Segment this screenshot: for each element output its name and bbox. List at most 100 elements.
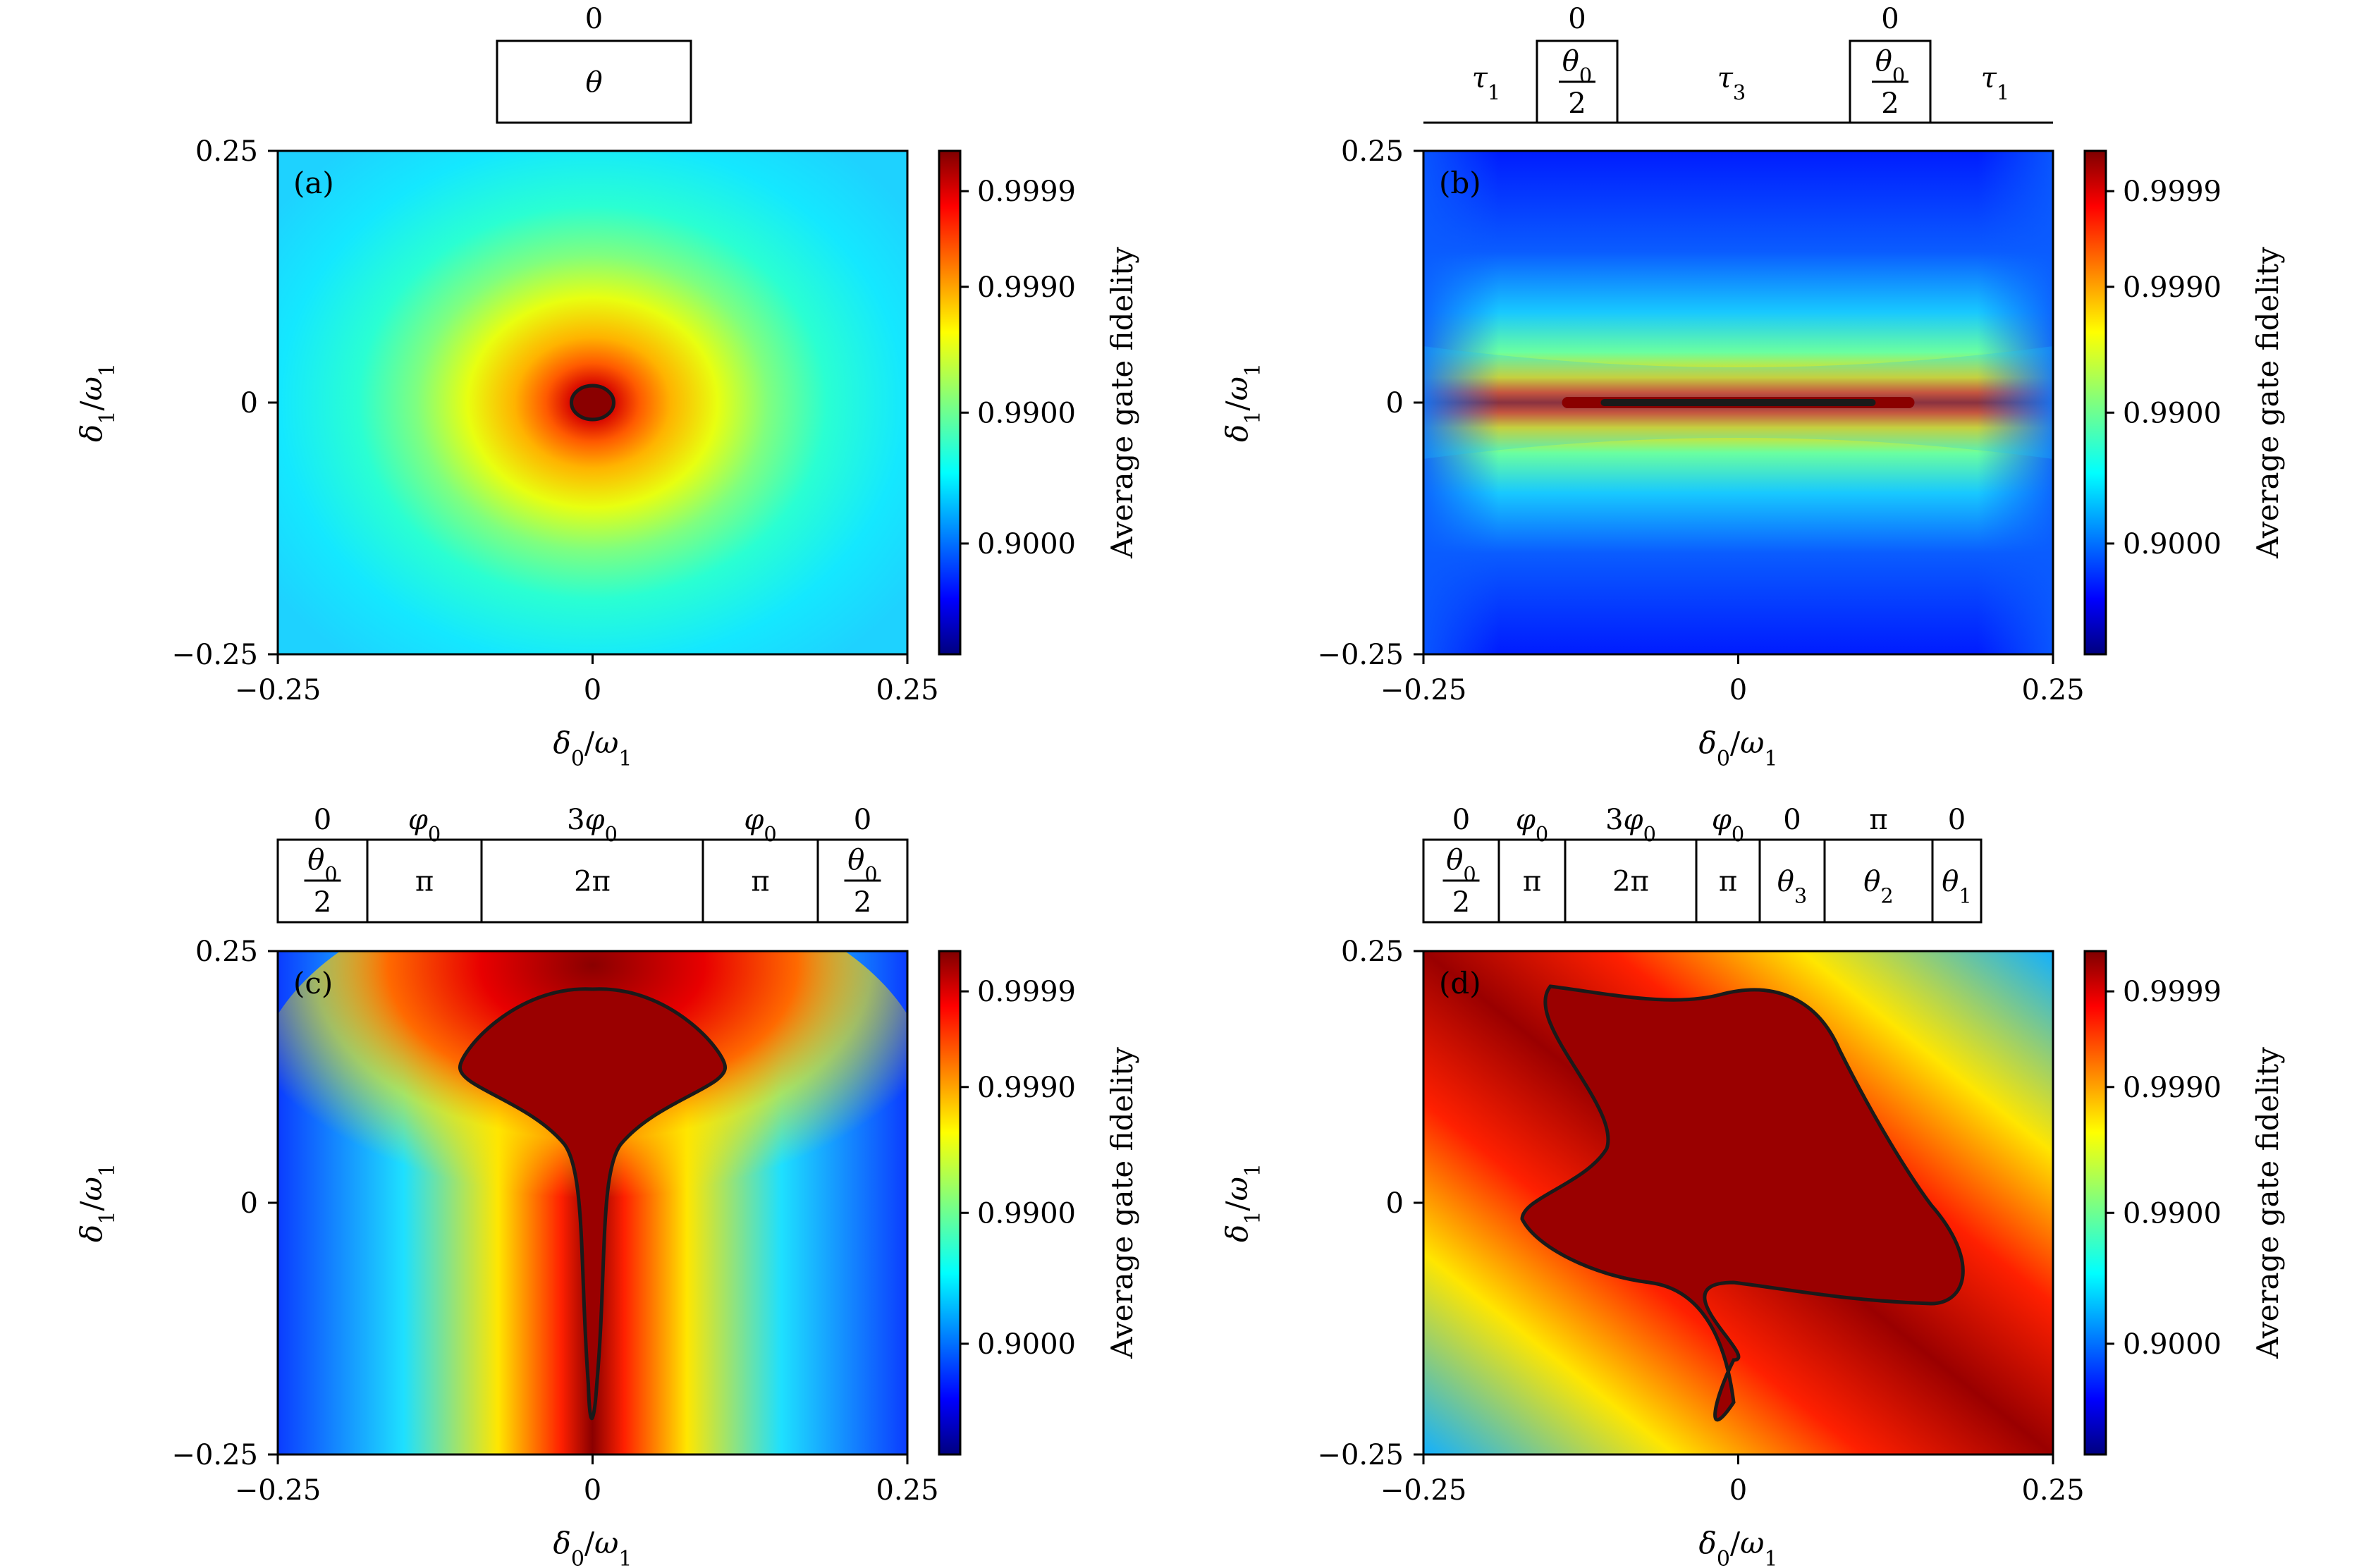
colorbar-tick-label: 0.9000 (2123, 528, 2222, 561)
pulse-sequence: θ02 0 π φ0 2π 3φ0 π φ0 θ3 0 θ2 π θ1 0 (1422, 804, 1983, 924)
colorbar: 0.9999 0.9990 0.9900 0.9000 Average gate fid… (938, 950, 1139, 1456)
y-axis-label: δ1/ω1 (74, 1163, 120, 1242)
pulse-1-phase: 0 (585, 3, 603, 35)
colorbar-tick-label: 0.9000 (2123, 1328, 2222, 1361)
panel-label: (a) (293, 166, 334, 200)
y-axis-label: δ1/ω1 (1220, 1163, 1266, 1242)
pulse-3-phase: 3φ0 (567, 804, 618, 846)
colorbar-label: Average gate fidelity (2250, 247, 2285, 559)
heatmap (278, 151, 907, 654)
colorbar: 0.9999 0.9990 0.9900 0.9000 Average gate fid… (2083, 950, 2285, 1456)
y-tick-label: −0.25 (1317, 1439, 1404, 1471)
colorbar-tick-label: 0.9900 (2123, 397, 2222, 429)
heatmap (1423, 951, 2053, 1454)
pulse-sequence: θ02 0 π φ0 2π 3φ0 π φ0 θ02 0 (276, 804, 909, 924)
pulse-3-phase: 3φ0 (1605, 804, 1656, 846)
colorbar-label: Average gate fidelity (2250, 1047, 2285, 1359)
panel-label: (c) (293, 966, 333, 1000)
pulse-1-phase: 0 (1452, 804, 1470, 836)
svg-text:2: 2 (1568, 87, 1586, 120)
y-tick-label: −0.25 (1317, 639, 1404, 671)
pulse-5-phase: 0 (1783, 804, 1801, 836)
x-tick-label: −0.25 (235, 1474, 321, 1507)
x-tick-label: −0.25 (1380, 674, 1467, 706)
x-tick-label: 0.25 (876, 1474, 938, 1507)
x-axis-label: δ0/ω1 (1699, 725, 1778, 771)
heatmap (278, 951, 907, 1454)
pulse-7-angle: θ1 (1942, 866, 1971, 908)
pulse-4-angle: π (751, 866, 769, 898)
pulse-1-angle: θ (585, 66, 602, 99)
contour-line (570, 384, 615, 422)
pulse-2-angle: θ02 (1872, 45, 1908, 120)
panel-label: (d) (1439, 966, 1481, 1000)
panel-a: (a) −0.25 0 0.25 0.25 0 −0.25 δ0/ω1 δ1/ω1 0.9999 0… (74, 3, 1139, 771)
y-tick-label: 0.25 (1341, 135, 1404, 168)
x-tick-label: 0.25 (2021, 1474, 2084, 1507)
pulse-1-angle: θ02 (304, 844, 341, 919)
x-tick-label: −0.25 (235, 674, 321, 706)
panel-c: (c)−0.25 0 0.250.250−0.25δ0/ω1δ1/ω10.99990… (74, 804, 1139, 1568)
contour-line (458, 987, 727, 1421)
pulse-4-phase: φ0 (1712, 804, 1744, 846)
colorbar-tick-label: 0.9990 (2123, 271, 2222, 304)
colorbar-tick-label: 0.9990 (977, 271, 1076, 304)
pulse-1-phase: 0 (314, 804, 331, 836)
x-axis-label: δ0/ω1 (1699, 1526, 1778, 1568)
x-tick-label: 0 (584, 674, 601, 706)
colorbar-tick-label: 0.9999 (2123, 176, 2222, 208)
delay-2: τ3 (1717, 62, 1746, 104)
svg-text:2: 2 (314, 886, 331, 919)
y-tick-label: 0 (240, 1187, 258, 1220)
pulse-5-angle: θ02 (844, 844, 881, 919)
pulse-sequence: θ0 (496, 3, 692, 124)
x-tick-label: 0.25 (876, 674, 938, 706)
pulse-4-phase: φ0 (744, 804, 776, 846)
pulse-6-phase: π (1869, 804, 1887, 836)
x-axis-label: δ0/ω1 (553, 725, 632, 771)
panel-label: (b) (1439, 166, 1481, 200)
y-tick-label: 0 (1386, 387, 1404, 419)
pulse-2-angle: π (1523, 866, 1541, 898)
y-tick-label: 0.25 (195, 135, 258, 168)
colorbar-label: Average gate fidelity (1105, 1047, 1139, 1359)
pulse-7-box (1931, 838, 1983, 924)
colorbar-tick-label: 0.9000 (977, 1328, 1076, 1361)
svg-text:2: 2 (854, 886, 871, 919)
pulse-1-angle: θ02 (1559, 45, 1595, 120)
x-tick-label: 0 (584, 1474, 601, 1507)
y-tick-label: 0.25 (195, 936, 258, 968)
pulse-1-box (496, 39, 692, 124)
svg-text:2: 2 (1452, 886, 1470, 919)
panel-b: (b)−0.25 0 0.250.250−0.25δ0/ω1δ1/ω10.99990… (1220, 3, 2285, 771)
y-tick-label: 0 (240, 387, 258, 419)
colorbar: 0.9999 0.9990 0.9900 0.9000 Average gate fid… (938, 149, 1139, 656)
colorbar-tick-label: 0.9000 (977, 528, 1076, 561)
pulse-6-angle: θ2 (1863, 866, 1893, 908)
colorbar-tick-label: 0.9999 (977, 976, 1076, 1008)
y-tick-label: −0.25 (171, 639, 258, 671)
colorbar: 0.9999 0.9990 0.9900 0.9000 Average gate fid… (2083, 149, 2285, 656)
pulse-1-phase: 0 (1568, 3, 1586, 35)
colorbar-tick-label: 0.9999 (2123, 976, 2222, 1008)
x-axis-label: δ0/ω1 (553, 1526, 632, 1568)
pulse-3-angle: 2π (1612, 866, 1649, 898)
pulse-3-angle: 2π (574, 866, 611, 898)
pulse-1-angle: θ02 (1442, 844, 1480, 919)
pulse-2-phase: 0 (1881, 3, 1899, 35)
pulse-sequence: θ02 0 θ02 0 τ1 τ3 τ1 (1423, 3, 2053, 124)
delay-1: τ1 (1472, 62, 1500, 104)
pulse-5-phase: 0 (854, 804, 871, 836)
pulse-5-box (816, 838, 909, 924)
pulse-2-angle: π (415, 866, 434, 898)
pulse-5-angle: θ3 (1777, 866, 1807, 908)
delay-3: τ1 (1981, 62, 2009, 104)
colorbar-tick-label: 0.9900 (2123, 1197, 2222, 1230)
pulse-2-phase: φ0 (1516, 804, 1548, 846)
colorbar-tick-label: 0.9999 (977, 176, 1076, 208)
heatmap (1423, 151, 2053, 654)
y-axis-label: δ1/ω1 (74, 363, 120, 442)
pulse-4-angle: π (1719, 866, 1737, 898)
colorbar-tick-label: 0.9900 (977, 1197, 1076, 1230)
